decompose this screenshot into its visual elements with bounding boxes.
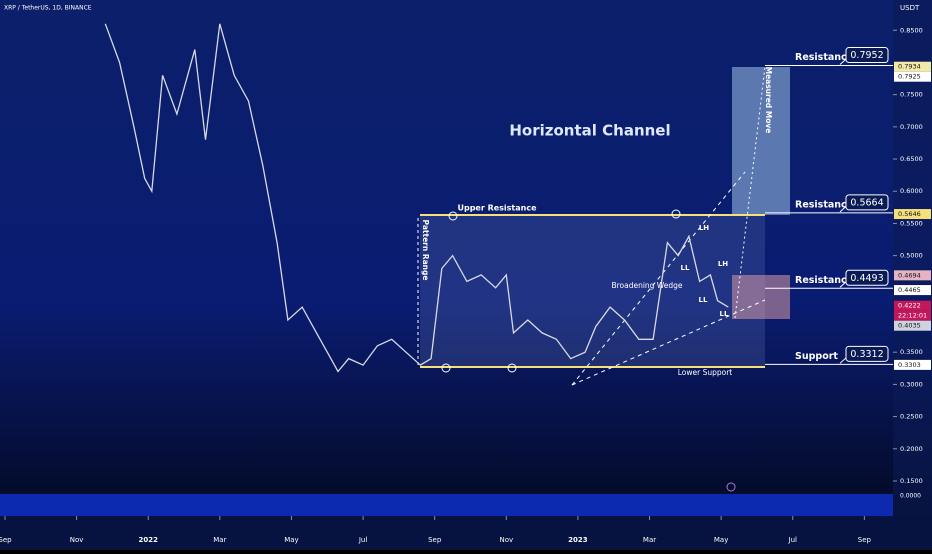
price-tag-label: 0.4694 [898,271,921,279]
zero-label: 0.0000 [900,493,921,500]
price-tag-label: 0.5646 [898,210,921,218]
annotation: LH [699,224,709,232]
touch-point [441,363,451,373]
x-tick-label: Jul [358,536,368,544]
y-tick-label: 0.6500 [900,155,923,163]
x-tick-label: Nov [499,536,513,544]
level-value: 0.5664 [850,197,883,208]
y-tick-label: 0.6000 [900,187,923,195]
price-axis [893,0,932,516]
x-tick-label: May [284,536,298,544]
level-box [845,269,889,286]
price-tag-label: 0.4222 [898,302,921,310]
touch-point [671,209,681,219]
annotation: Measured Move [764,67,773,134]
price-tag [894,270,931,281]
measured-move-line [734,66,766,319]
time-axis [0,516,932,550]
indicator-band [0,494,893,516]
measured-move-box [732,67,790,215]
x-tick-label: Jul [788,536,798,544]
price-tag [894,71,931,82]
price-tag [894,285,931,296]
level-label: Support [795,351,838,362]
annotation: Lower Support [678,368,733,377]
level-box [845,194,889,211]
price-tag [894,359,931,370]
price-line [104,23,729,373]
annotation: LL [720,310,729,318]
annotation: Pattern Range [421,220,430,281]
event-icon [726,482,736,492]
touch-point [507,363,517,373]
annotation: Broadening Wedge [611,281,682,290]
price-tag-label: 0.4465 [898,286,921,294]
y-tick-label: 0.5000 [900,252,923,260]
level-label: Resistance [795,52,853,63]
price-tag [894,300,931,311]
y-tick-label: 0.7000 [900,123,923,131]
countdown-bg [894,310,931,321]
y-tick-label: 0.2000 [900,445,923,453]
channel-zone [420,215,765,367]
annotation: Horizontal Channel [509,122,670,140]
annotation: Upper Resistance [457,204,537,213]
wedge-lower [571,299,766,386]
y-tick-label: 0.2500 [900,413,923,421]
y-tick-label: 0.7500 [900,91,923,99]
wedge-upper [571,171,746,386]
x-tick-label: Mar [213,536,226,544]
level-label: Resistance [795,275,853,286]
y-tick-label: 0.3000 [900,380,923,388]
x-tick-label: 2023 [568,536,588,544]
x-tick-label: May [714,536,728,544]
touch-point [448,211,458,221]
level-label: Resistance [795,199,853,210]
target-box [732,275,790,319]
x-tick-label: Sep [428,536,442,544]
level-box [845,47,889,64]
annotation: LH [718,260,728,268]
annotation: LL [681,264,690,272]
x-tick-label: Sep [858,536,872,544]
level-box [845,345,889,362]
level-value: 0.3312 [850,349,883,360]
price-tag-label: 0.4035 [898,322,921,330]
price-tag [894,320,931,331]
x-tick-label: Mar [643,536,656,544]
y-tick-label: 0.3500 [900,348,923,356]
level-value: 0.4493 [850,273,883,284]
price-tag-label: 0.3303 [898,361,921,369]
currency: USDT [900,4,920,12]
x-tick-label: Sep [0,536,12,544]
price-tag [894,209,931,220]
y-tick-label: 0.8500 [900,26,923,34]
y-tick-label: 0.5500 [900,219,923,227]
level-value: 0.7952 [850,50,883,61]
price-tag-label: 0.7934 [898,63,921,71]
x-tick-label: Nov [70,536,84,544]
price-tag [894,61,931,72]
y-tick-label: 0.1500 [900,477,923,485]
x-tick-label: 2022 [138,536,158,544]
countdown: 22:12:01 [898,312,927,320]
chart-title: XRP / TetherUS, 1D, BINANCE [4,5,92,12]
price-tag-label: 0.7925 [898,73,921,81]
annotation: LL [699,296,708,304]
